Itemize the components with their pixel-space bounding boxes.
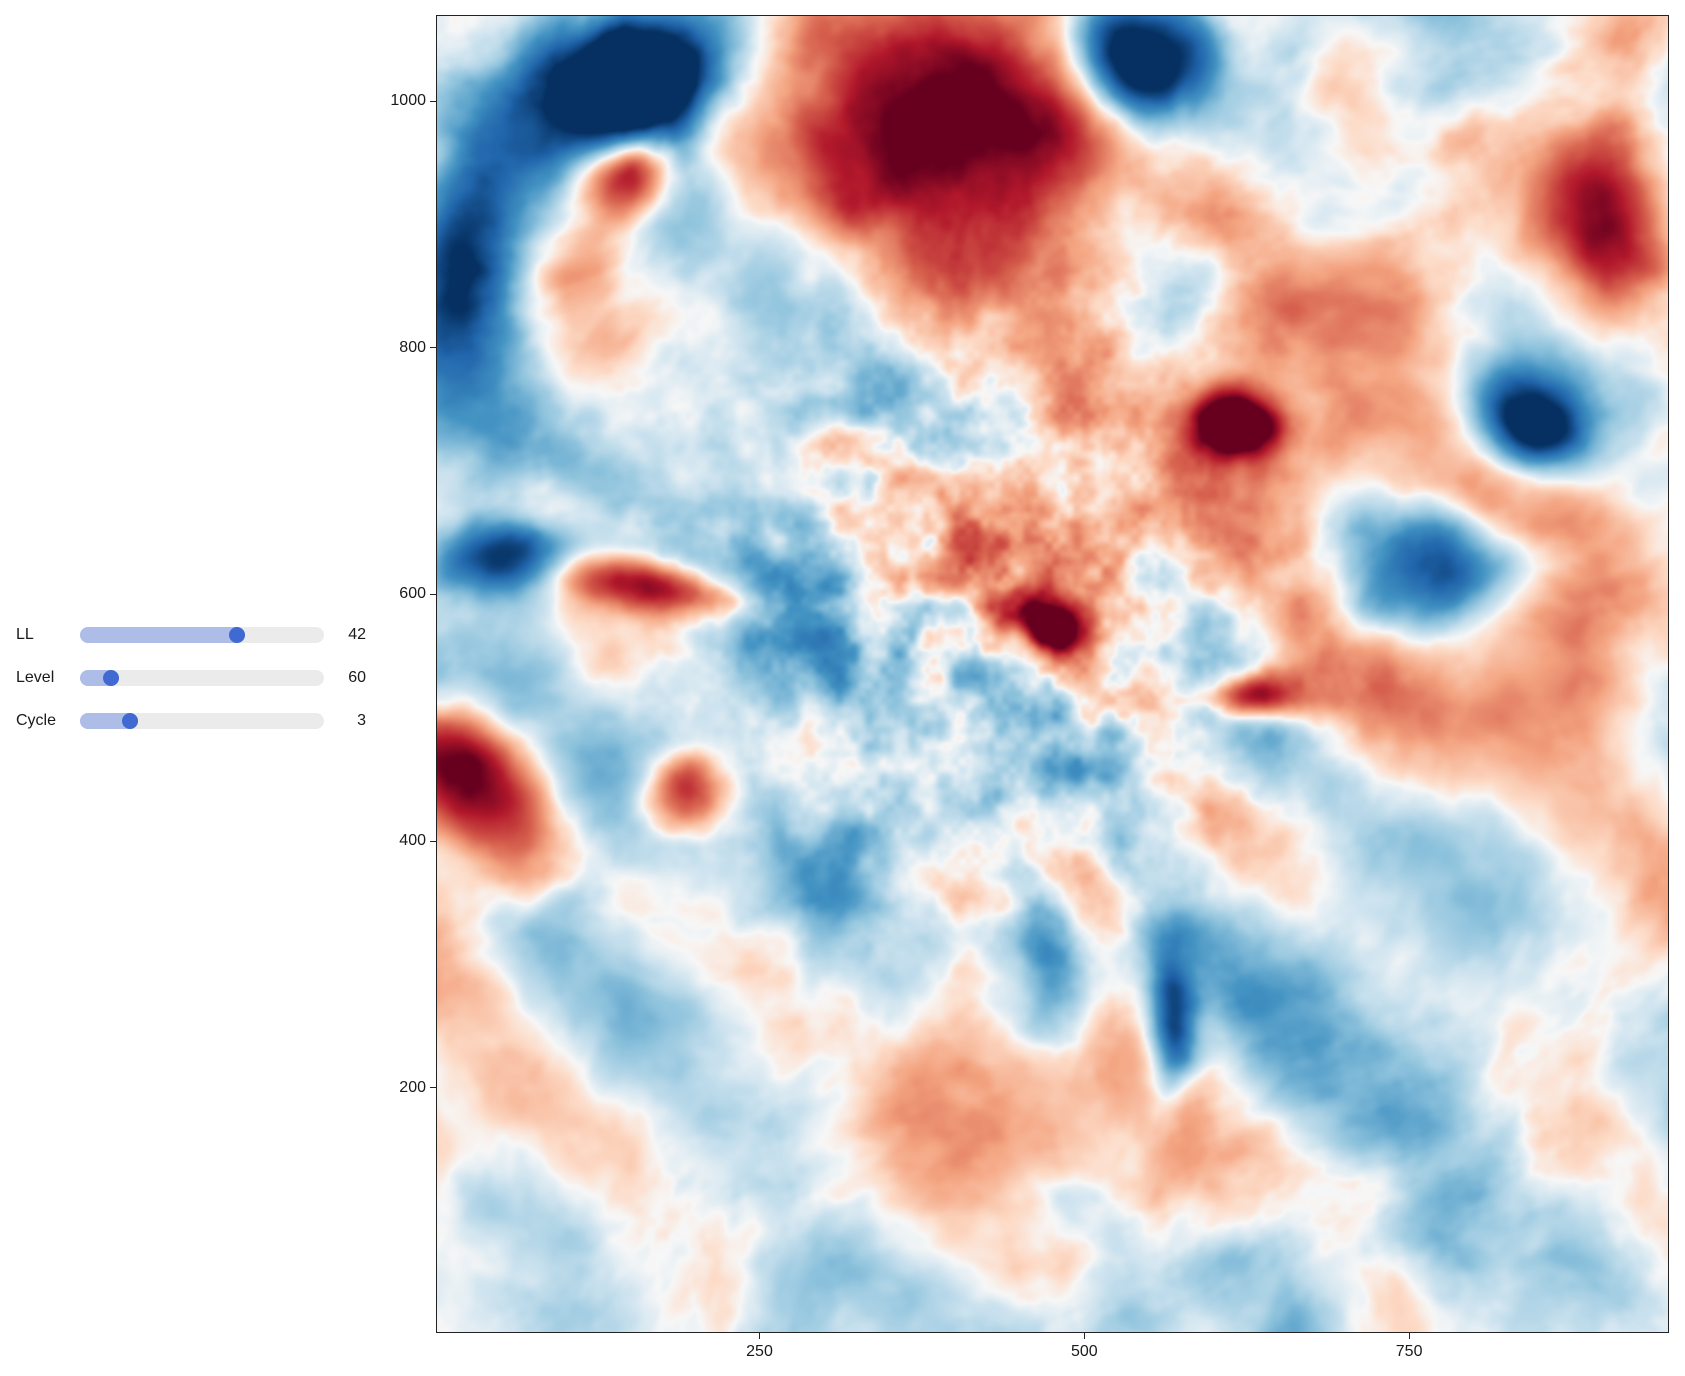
x-tick-mark — [759, 1333, 761, 1339]
slider-row-ll: LL 42 — [0, 618, 380, 652]
slider-value-ll: 42 — [348, 626, 366, 643]
slider-track-level[interactable] — [80, 670, 324, 686]
slider-label-cycle: Cycle — [16, 712, 57, 729]
heatmap-image — [437, 16, 1668, 1332]
slider-knob-level[interactable] — [103, 670, 119, 686]
slider-knob-cycle[interactable] — [122, 713, 138, 729]
slider-row-level: Level 60 — [0, 661, 380, 695]
x-tick-label: 500 — [1070, 1343, 1098, 1360]
y-tick-label: 600 — [399, 585, 426, 603]
slider-track-cycle[interactable] — [80, 713, 324, 729]
slider-value-level: 60 — [348, 669, 366, 686]
x-tick-mark — [1083, 1333, 1085, 1339]
y-tick-label: 1000 — [390, 92, 426, 110]
y-tick-label: 200 — [399, 1078, 426, 1096]
x-tick-label: 750 — [1395, 1343, 1423, 1360]
y-tick-mark — [430, 1087, 436, 1089]
slider-track-ll[interactable] — [80, 627, 324, 643]
heatmap-plot-area[interactable] — [436, 15, 1669, 1333]
y-tick-label: 400 — [399, 832, 426, 850]
slider-label-level: Level — [16, 669, 55, 686]
y-tick-mark — [430, 100, 436, 102]
y-tick-mark — [430, 347, 436, 349]
slider-value-cycle: 3 — [357, 712, 366, 729]
y-tick-mark — [430, 840, 436, 842]
y-tick-mark — [430, 593, 436, 595]
slider-fill-ll — [80, 627, 245, 643]
y-tick-label: 800 — [399, 338, 426, 356]
slider-label-ll: LL — [16, 626, 34, 643]
x-tick-mark — [1408, 1333, 1410, 1339]
slider-knob-ll[interactable] — [229, 627, 245, 643]
slider-row-cycle: Cycle 3 — [0, 704, 380, 738]
x-tick-label: 250 — [746, 1343, 773, 1360]
